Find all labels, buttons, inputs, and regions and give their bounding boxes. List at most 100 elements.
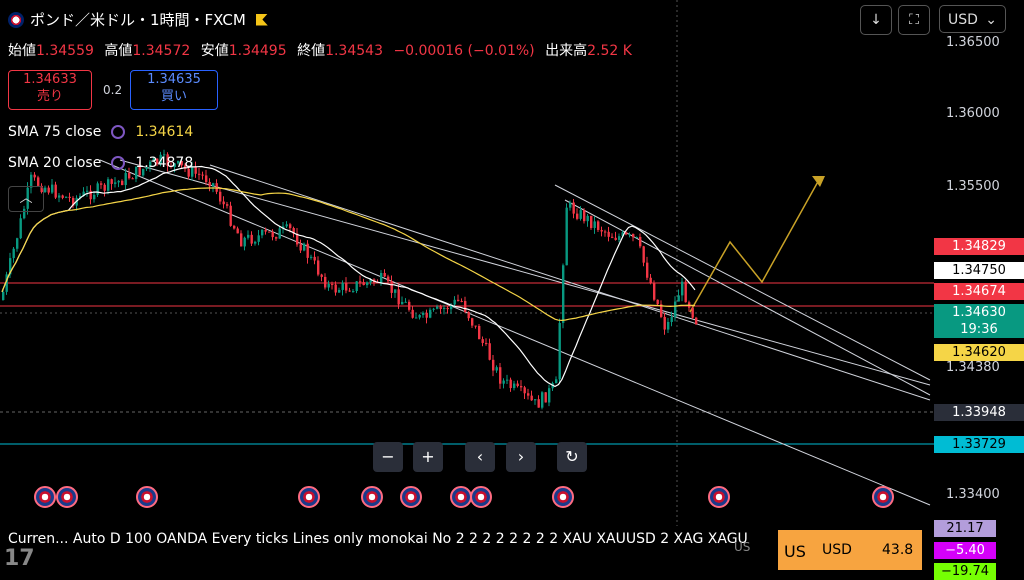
scroll-left-button[interactable]: ‹ [465, 442, 495, 472]
event-icon[interactable] [400, 486, 422, 508]
candle-body [341, 282, 344, 290]
candle-body [306, 243, 309, 258]
candle-body [397, 289, 400, 305]
candle-body [187, 168, 190, 177]
event-icon[interactable] [470, 486, 492, 508]
trend-line [564, 199, 931, 396]
candle-body [233, 225, 236, 229]
candle-body [285, 224, 288, 227]
candle-body [446, 307, 449, 310]
sma75-value: 1.34614 [135, 124, 194, 140]
candle-body [2, 291, 5, 300]
event-icon[interactable] [34, 486, 56, 508]
candle-body [355, 281, 358, 292]
candle-body [338, 289, 341, 293]
event-icon[interactable] [708, 486, 730, 508]
event-icon[interactable] [872, 486, 894, 508]
candle-body [222, 201, 225, 205]
chevron-right-icon: › [517, 447, 525, 466]
candle-body [663, 316, 666, 330]
candle-body [219, 191, 222, 202]
low-value: 1.34495 [228, 43, 287, 59]
arrow-down-button[interactable]: ↓ [860, 5, 892, 35]
sell-price: 1.34633 [23, 72, 77, 87]
price-label: 1.34829 [934, 238, 1024, 255]
trend-line [119, 159, 931, 386]
low-label: 安値 [200, 43, 229, 59]
sma20-legend[interactable]: SMA 20 close 1.34878 [8, 155, 193, 171]
fullscreen-button[interactable]: ⛶ [898, 5, 930, 35]
candle-body [387, 276, 390, 282]
candle-body [19, 218, 22, 239]
candle-body [317, 260, 320, 275]
buy-label: 買い [160, 89, 187, 104]
event-icon[interactable] [298, 486, 320, 508]
candle-body [327, 283, 330, 288]
candle-body [366, 282, 369, 286]
collapse-legend-button[interactable]: ︿ [8, 186, 44, 212]
price-label: 1.33948 [934, 404, 1024, 421]
candle-body [86, 190, 89, 192]
buy-button[interactable]: 1.34635 買い [130, 70, 218, 110]
panel-currency: USD [822, 542, 852, 558]
candle-body [684, 281, 687, 303]
candle-body [380, 273, 383, 283]
candle-body [152, 158, 155, 162]
candle-body [61, 195, 64, 198]
settings-icon[interactable] [111, 156, 126, 170]
candle-body [681, 281, 684, 296]
sma75-legend[interactable]: SMA 75 close 1.34614 [8, 124, 193, 140]
sell-button[interactable]: 1.34633 売り [8, 70, 92, 110]
candle-body [292, 228, 295, 234]
axis-label: 1.35500 [946, 179, 1000, 194]
candle-body [138, 166, 141, 176]
reset-chart-button[interactable]: ↻ [557, 442, 587, 472]
candle-body [656, 299, 659, 305]
candle-body [303, 243, 306, 251]
candle-body [296, 233, 299, 245]
event-icon[interactable] [450, 486, 472, 508]
candle-body [478, 325, 481, 340]
candle-body [278, 228, 281, 239]
candle-body [481, 339, 484, 343]
scroll-right-button[interactable]: › [506, 442, 536, 472]
projection-arrowhead [812, 176, 825, 187]
plus-icon: + [421, 447, 435, 466]
candle-body [383, 273, 386, 277]
candle-body [156, 158, 159, 164]
symbol-title[interactable]: ポンド／米ドル・1時間・FXCM [8, 9, 268, 30]
candle-body [149, 161, 152, 168]
event-icon[interactable] [552, 486, 574, 508]
panel-value: 43.8 [882, 542, 914, 558]
candle-body [359, 281, 362, 283]
candle-body [257, 235, 260, 242]
axis-label: 1.34380 [946, 360, 1000, 375]
zoom-in-button[interactable]: + [413, 442, 443, 472]
volume-label: 出来高 [545, 43, 588, 59]
candle-body [394, 289, 397, 293]
candle-body [485, 342, 488, 344]
event-icon[interactable] [136, 486, 158, 508]
candle-body [352, 291, 355, 293]
panel-left: 1 [756, 542, 765, 558]
info-panel: 1 US USD 43.8 [756, 530, 922, 570]
indicator-value: −5.40 [934, 542, 996, 559]
candle-body [464, 300, 467, 312]
currency-select[interactable]: USD ⌄ [939, 5, 1006, 33]
high-value: 1.34572 [132, 43, 191, 59]
candle-body [177, 160, 180, 164]
candle-body [583, 210, 586, 222]
candle-body [173, 163, 176, 168]
event-icon[interactable] [56, 486, 78, 508]
settings-icon[interactable] [111, 125, 126, 139]
price-chart[interactable] [0, 0, 934, 526]
trend-line [209, 164, 931, 401]
candle-body [513, 383, 516, 389]
chevron-down-icon: ⌄ [985, 12, 997, 28]
candle-body [593, 221, 596, 228]
candle-body [541, 392, 544, 408]
event-icon[interactable] [361, 486, 383, 508]
candle-body [586, 215, 589, 222]
close-value: 1.34543 [325, 43, 383, 59]
zoom-out-button[interactable]: − [373, 442, 403, 472]
